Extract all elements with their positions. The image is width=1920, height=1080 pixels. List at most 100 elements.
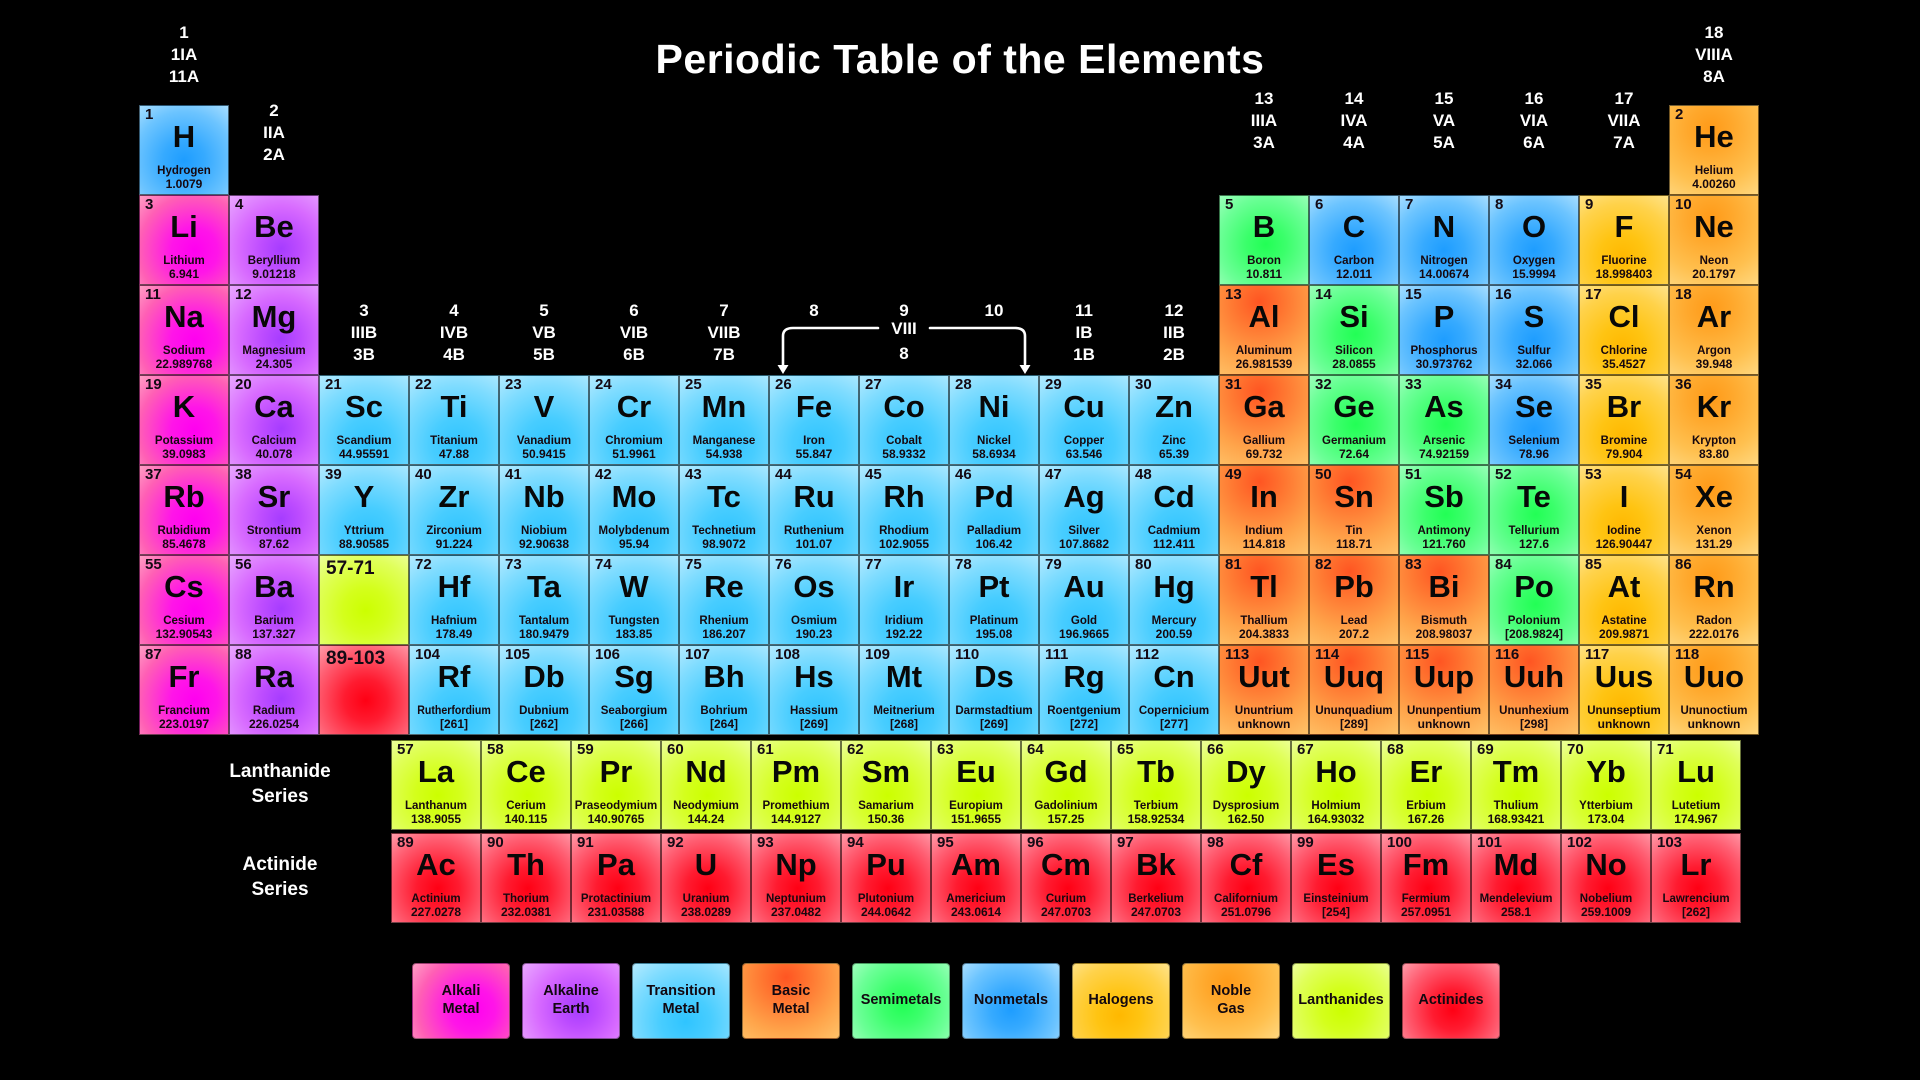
element-cell-Mt[interactable]: 109 Mt Meitnerium [268] [859,645,949,735]
legend-item-alkali-metal[interactable]: Alkali Metal [412,963,510,1039]
element-cell-Eu[interactable]: 63 Eu Europium 151.9655 [931,740,1021,830]
element-cell-Uuq[interactable]: 114 Uuq Ununquadium [289] [1309,645,1399,735]
element-cell-Kr[interactable]: 36 Kr Krypton 83.80 [1669,375,1759,465]
element-cell-Uup[interactable]: 115 Uup Ununpentium unknown [1399,645,1489,735]
legend-item-nonmetals[interactable]: Nonmetals [962,963,1060,1039]
element-cell-N[interactable]: 7 N Nitrogen 14.00674 [1399,195,1489,285]
element-cell-Yb[interactable]: 70 Yb Ytterbium 173.04 [1561,740,1651,830]
element-cell-No[interactable]: 102 No Nobelium 259.1009 [1561,833,1651,923]
element-cell-Md[interactable]: 101 Md Mendelevium 258.1 [1471,833,1561,923]
element-cell-Tb[interactable]: 65 Tb Terbium 158.92534 [1111,740,1201,830]
element-cell-Cl[interactable]: 17 Cl Chlorine 35.4527 [1579,285,1669,375]
element-cell-Be[interactable]: 4 Be Beryllium 9.01218 [229,195,319,285]
element-cell-Ca[interactable]: 20 Ca Calcium 40.078 [229,375,319,465]
element-cell-Er[interactable]: 68 Er Erbium 167.26 [1381,740,1471,830]
element-cell-F[interactable]: 9 F Fluorine 18.998403 [1579,195,1669,285]
legend-item-lanthanides[interactable]: Lanthanides [1292,963,1390,1039]
element-cell-Nd[interactable]: 60 Nd Neodymium 144.24 [661,740,751,830]
element-cell-Li[interactable]: 3 Li Lithium 6.941 [139,195,229,285]
element-cell-Pu[interactable]: 94 Pu Plutonium 244.0642 [841,833,931,923]
element-cell-Al[interactable]: 13 Al Aluminum 26.981539 [1219,285,1309,375]
element-cell-W[interactable]: 74 W Tungsten 183.85 [589,555,679,645]
element-cell-Xe[interactable]: 54 Xe Xenon 131.29 [1669,465,1759,555]
element-cell-Cs[interactable]: 55 Cs Cesium 132.90543 [139,555,229,645]
element-range-57-71[interactable]: 57-71 [319,555,409,645]
element-cell-La[interactable]: 57 La Lanthanum 138.9055 [391,740,481,830]
element-cell-Sc[interactable]: 21 Sc Scandium 44.95591 [319,375,409,465]
legend-item-halogens[interactable]: Halogens [1072,963,1170,1039]
element-cell-Lr[interactable]: 103 Lr Lawrencium [262] [1651,833,1741,923]
element-cell-Pr[interactable]: 59 Pr Praseodymium 140.90765 [571,740,661,830]
element-cell-Bh[interactable]: 107 Bh Bohrium [264] [679,645,769,735]
element-cell-He[interactable]: 2 He Helium 4.00260 [1669,105,1759,195]
element-cell-Cf[interactable]: 98 Cf Californium 251.0796 [1201,833,1291,923]
element-cell-Cu[interactable]: 29 Cu Copper 63.546 [1039,375,1129,465]
element-cell-Ga[interactable]: 31 Ga Gallium 69.732 [1219,375,1309,465]
legend-item-actinides[interactable]: Actinides [1402,963,1500,1039]
element-cell-Pa[interactable]: 91 Pa Protactinium 231.03588 [571,833,661,923]
element-cell-Fe[interactable]: 26 Fe Iron 55.847 [769,375,859,465]
element-cell-Ta[interactable]: 73 Ta Tantalum 180.9479 [499,555,589,645]
element-cell-Zr[interactable]: 40 Zr Zirconium 91.224 [409,465,499,555]
element-cell-Ds[interactable]: 110 Ds Darmstadtium [269] [949,645,1039,735]
element-cell-Sb[interactable]: 51 Sb Antimony 121.760 [1399,465,1489,555]
element-cell-Y[interactable]: 39 Y Yttrium 88.90585 [319,465,409,555]
element-cell-Ho[interactable]: 67 Ho Holmium 164.93032 [1291,740,1381,830]
element-cell-Te[interactable]: 52 Te Tellurium 127.6 [1489,465,1579,555]
element-cell-Sn[interactable]: 50 Sn Tin 118.71 [1309,465,1399,555]
element-cell-V[interactable]: 23 V Vanadium 50.9415 [499,375,589,465]
element-cell-U[interactable]: 92 U Uranium 238.0289 [661,833,751,923]
element-cell-Ru[interactable]: 44 Ru Ruthenium 101.07 [769,465,859,555]
element-cell-Rn[interactable]: 86 Rn Radon 222.0176 [1669,555,1759,645]
element-cell-As[interactable]: 33 As Arsenic 74.92159 [1399,375,1489,465]
element-cell-Ar[interactable]: 18 Ar Argon 39.948 [1669,285,1759,375]
element-cell-Ti[interactable]: 22 Ti Titanium 47.88 [409,375,499,465]
element-cell-Fr[interactable]: 87 Fr Francium 223.0197 [139,645,229,735]
element-cell-Ni[interactable]: 28 Ni Nickel 58.6934 [949,375,1039,465]
element-cell-Hs[interactable]: 108 Hs Hassium [269] [769,645,859,735]
element-cell-S[interactable]: 16 S Sulfur 32.066 [1489,285,1579,375]
element-cell-Mn[interactable]: 25 Mn Manganese 54.938 [679,375,769,465]
legend-item-semimetals[interactable]: Semimetals [852,963,950,1039]
element-cell-Ne[interactable]: 10 Ne Neon 20.1797 [1669,195,1759,285]
element-cell-Am[interactable]: 95 Am Americium 243.0614 [931,833,1021,923]
element-cell-Cr[interactable]: 24 Cr Chromium 51.9961 [589,375,679,465]
element-cell-Rb[interactable]: 37 Rb Rubidium 85.4678 [139,465,229,555]
element-cell-Sm[interactable]: 62 Sm Samarium 150.36 [841,740,931,830]
element-cell-Ag[interactable]: 47 Ag Silver 107.8682 [1039,465,1129,555]
element-cell-H[interactable]: 1 H Hydrogen 1.0079 [139,105,229,195]
element-cell-Pt[interactable]: 78 Pt Platinum 195.08 [949,555,1039,645]
element-cell-Rh[interactable]: 45 Rh Rhodium 102.9055 [859,465,949,555]
element-cell-B[interactable]: 5 B Boron 10.811 [1219,195,1309,285]
element-cell-Pm[interactable]: 61 Pm Promethium 144.9127 [751,740,841,830]
element-cell-Db[interactable]: 105 Db Dubnium [262] [499,645,589,735]
element-cell-I[interactable]: 53 I Iodine 126.90447 [1579,465,1669,555]
element-cell-Tc[interactable]: 43 Tc Technetium 98.9072 [679,465,769,555]
element-cell-Tm[interactable]: 69 Tm Thulium 168.93421 [1471,740,1561,830]
element-cell-Re[interactable]: 75 Re Rhenium 186.207 [679,555,769,645]
element-cell-Ir[interactable]: 77 Ir Iridium 192.22 [859,555,949,645]
element-cell-Ra[interactable]: 88 Ra Radium 226.0254 [229,645,319,735]
element-cell-Ge[interactable]: 32 Ge Germanium 72.64 [1309,375,1399,465]
element-cell-Hf[interactable]: 72 Hf Hafnium 178.49 [409,555,499,645]
element-cell-Th[interactable]: 90 Th Thorium 232.0381 [481,833,571,923]
element-cell-Uuo[interactable]: 118 Uuo Ununoctium unknown [1669,645,1759,735]
element-cell-Cm[interactable]: 96 Cm Curium 247.0703 [1021,833,1111,923]
element-cell-At[interactable]: 85 At Astatine 209.9871 [1579,555,1669,645]
element-cell-Br[interactable]: 35 Br Bromine 79.904 [1579,375,1669,465]
legend-item-noble-gas[interactable]: Noble Gas [1182,963,1280,1039]
element-cell-Rg[interactable]: 111 Rg Roentgenium [272] [1039,645,1129,735]
element-cell-K[interactable]: 19 K Potassium 39.0983 [139,375,229,465]
element-cell-Co[interactable]: 27 Co Cobalt 58.9332 [859,375,949,465]
element-cell-C[interactable]: 6 C Carbon 12.011 [1309,195,1399,285]
element-cell-Mo[interactable]: 42 Mo Molybdenum 95.94 [589,465,679,555]
element-cell-Po[interactable]: 84 Po Polonium [208.9824] [1489,555,1579,645]
element-cell-Ac[interactable]: 89 Ac Actinium 227.0278 [391,833,481,923]
element-cell-Es[interactable]: 99 Es Einsteinium [254] [1291,833,1381,923]
element-cell-Cd[interactable]: 48 Cd Cadmium 112.411 [1129,465,1219,555]
element-cell-Zn[interactable]: 30 Zn Zinc 65.39 [1129,375,1219,465]
element-cell-Uuh[interactable]: 116 Uuh Ununhexium [298] [1489,645,1579,735]
legend-item-alkaline-earth[interactable]: Alkaline Earth [522,963,620,1039]
element-cell-P[interactable]: 15 P Phosphorus 30.973762 [1399,285,1489,375]
element-cell-In[interactable]: 49 In Indium 114.818 [1219,465,1309,555]
